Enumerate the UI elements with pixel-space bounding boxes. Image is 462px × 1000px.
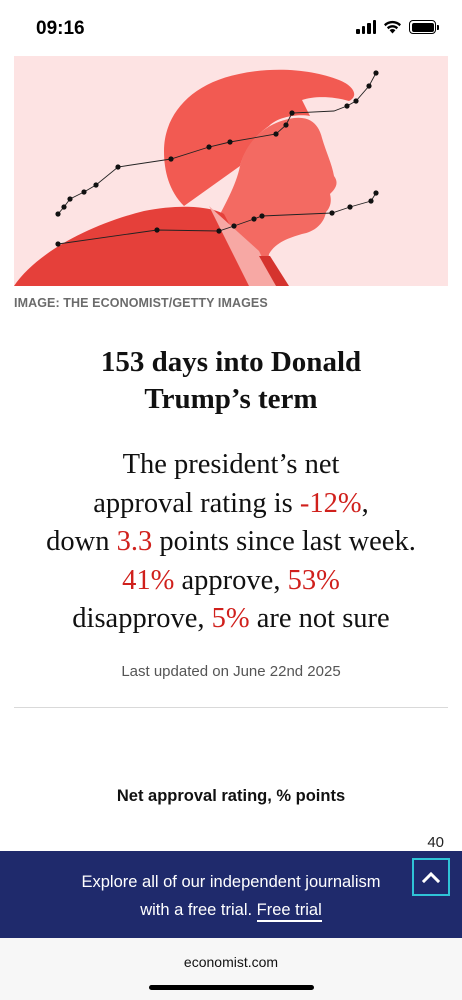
hero-image [14,56,448,286]
chart-title: Net approval rating, % points [116,787,346,805]
approve-value: 41% [122,564,175,596]
summary-line-5: disapprove, 5% are not sure [0,600,462,639]
summary-line-4: 41% approve, 53% [0,562,462,601]
summary-text: points since last week. [152,526,416,557]
chevron-up-icon [422,871,440,883]
banner-text-prefix: with a free trial. [140,901,257,919]
banner-line-1: Explore all of our independent journalis… [81,873,381,891]
chart-dots [55,70,379,247]
summary-line-1: The president’s net [0,446,462,485]
free-trial-banner: Explore all of our independent journalis… [0,851,462,938]
summary-text: , [361,487,369,519]
net-rating-value: -12% [299,487,362,519]
summary-text: down [46,526,117,557]
approval-summary: The president’s net approval rating is -… [0,446,462,639]
banner-text: Explore all of our independent journalis… [0,868,462,924]
headline-line-1: 153 days into Donald [100,346,362,378]
last-updated: Last updated on June 22nd 2025 [121,663,341,680]
disapprove-value: 53% [287,564,340,596]
scroll-to-top-button[interactable] [412,858,450,896]
divider [14,707,448,708]
summary-text: are not sure [249,603,390,634]
signal-icon [356,20,376,34]
summary-text: approve, [174,564,288,596]
home-indicator[interactable] [149,985,314,990]
headline: 153 days into Donald Trump’s term [0,344,462,418]
portrait-illustration [14,69,379,286]
not-sure-value: 5% [211,603,250,634]
image-credit: IMAGE: THE ECONOMIST/GETTY IMAGES [14,296,268,310]
summary-text: approval rating is [93,487,300,519]
status-icons [356,20,439,34]
summary-text: disapprove, [72,603,212,634]
summary-line-3: down 3.3 points since last week. [0,523,462,562]
summary-line-2: approval rating is -12%, [0,485,462,524]
status-time: 09:16 [36,18,85,39]
change-value: 3.3 [116,526,153,557]
status-bar: 09:16 [0,0,462,56]
wifi-icon [384,20,401,34]
y-axis-tick: 40 [427,834,444,851]
free-trial-link[interactable]: Free trial [256,901,322,922]
battery-icon [409,20,439,34]
browser-address-bar[interactable]: economist.com [0,938,462,1000]
banner-line-2: with a free trial. Free trial [0,896,462,924]
url-text[interactable]: economist.com [183,954,279,970]
summary-text: The president’s net [122,449,340,480]
headline-line-2: Trump’s term [144,383,318,415]
